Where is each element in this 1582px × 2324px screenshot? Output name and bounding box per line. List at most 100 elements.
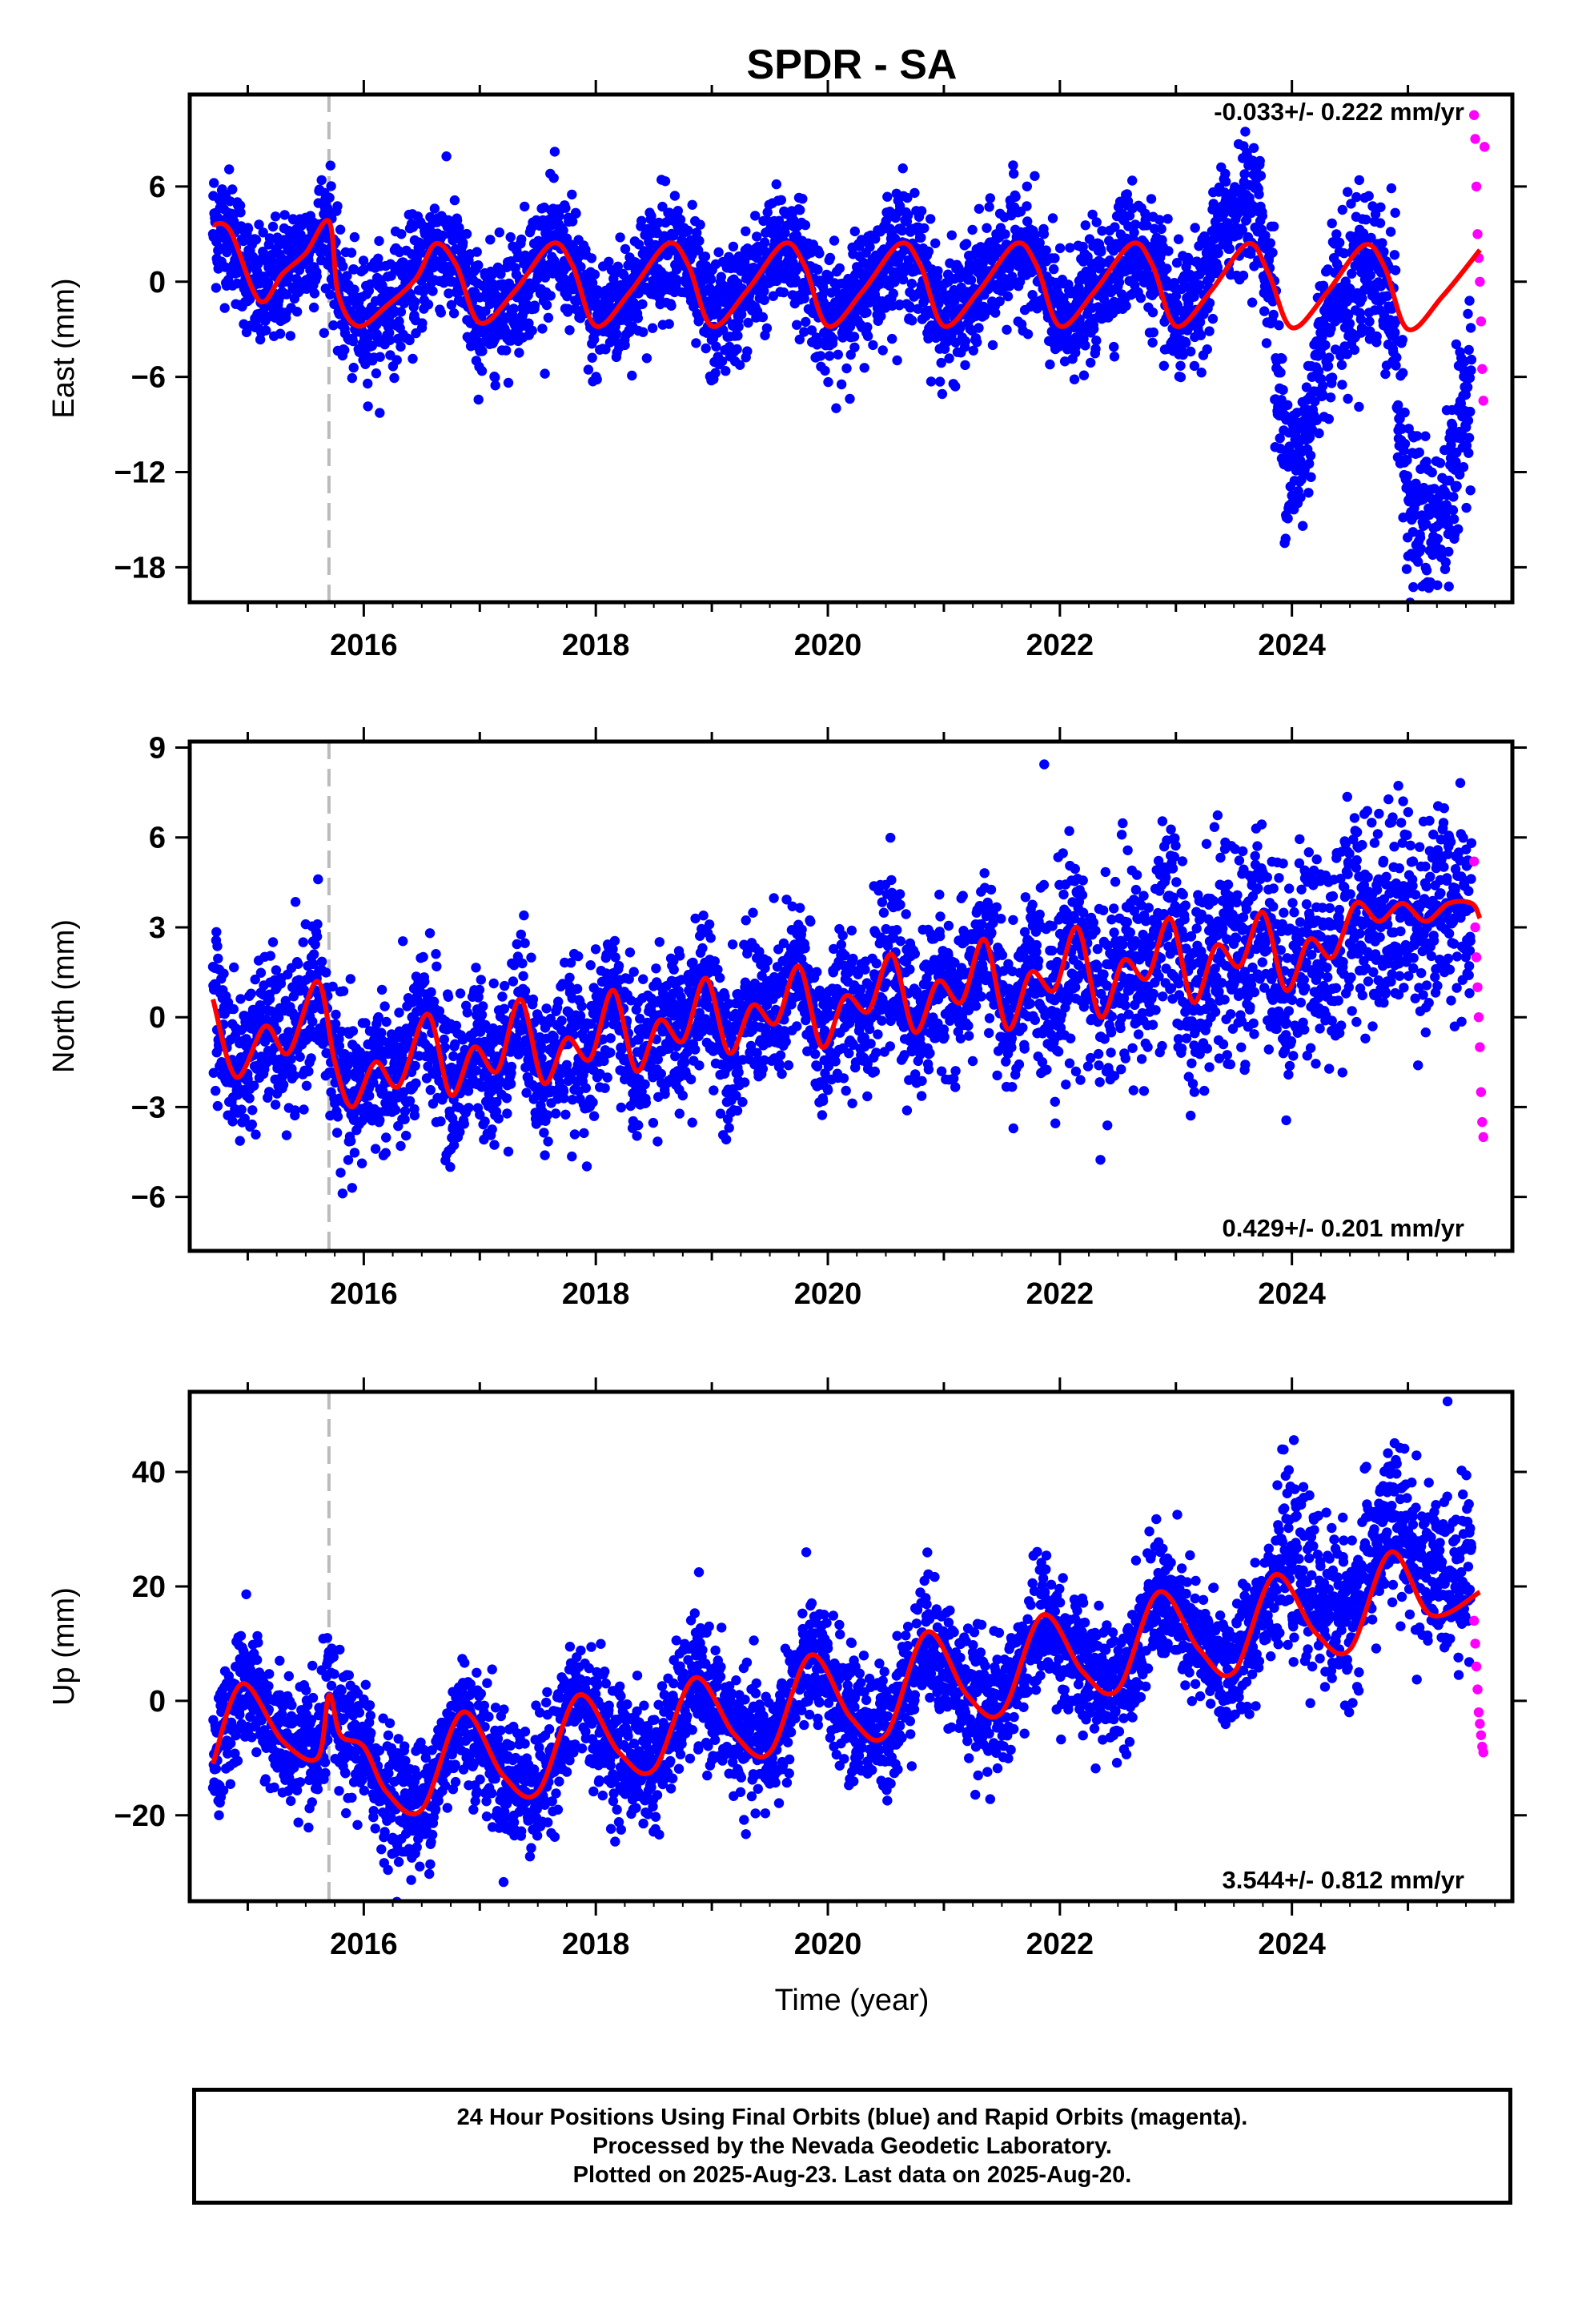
x-tick-label: 2024 <box>1258 629 1326 662</box>
final-orbit-point <box>1357 293 1367 304</box>
final-orbit-point <box>303 1066 314 1077</box>
final-orbit-point <box>1361 215 1371 225</box>
final-orbit-point <box>1170 291 1182 301</box>
y-tick-label: −18 <box>114 551 166 585</box>
final-orbit-point <box>1204 298 1215 308</box>
final-orbit-point <box>503 377 514 388</box>
final-orbit-point <box>712 303 722 313</box>
final-orbit-point <box>933 266 943 276</box>
final-orbit-point <box>243 223 254 234</box>
final-orbit-point <box>824 351 835 361</box>
final-orbit-point <box>694 235 705 246</box>
final-orbit-point <box>1343 310 1354 320</box>
final-orbit-point <box>1327 372 1338 383</box>
final-orbit-point <box>441 151 452 162</box>
final-orbit-point <box>923 246 934 257</box>
final-orbit-point <box>437 230 448 241</box>
final-orbit-point <box>436 308 446 318</box>
final-orbit-point <box>408 222 419 232</box>
final-orbit-point <box>349 231 360 243</box>
final-orbit-point <box>564 325 575 336</box>
final-orbit-point <box>669 191 681 201</box>
final-orbit-point <box>815 351 826 361</box>
final-orbit-point <box>1402 471 1413 481</box>
final-orbit-point <box>251 235 262 245</box>
final-orbit-point <box>417 318 428 328</box>
final-orbit-point <box>814 248 825 259</box>
final-orbit-point <box>1344 318 1355 329</box>
final-orbit-point <box>1464 372 1476 384</box>
final-orbit-point <box>396 307 407 317</box>
x-tick-label: 2020 <box>794 629 862 662</box>
final-orbit-point <box>384 328 395 338</box>
final-orbit-point <box>1375 202 1386 212</box>
final-orbit-point <box>919 223 930 234</box>
final-orbit-point <box>994 296 1005 307</box>
final-orbit-point <box>1014 276 1026 287</box>
final-orbit-point <box>1278 384 1288 396</box>
rapid-orbit-point <box>1468 110 1480 120</box>
final-orbit-point <box>1408 581 1419 593</box>
final-orbit-point <box>1154 215 1165 225</box>
final-orbit-point <box>633 239 644 250</box>
final-orbit-point <box>936 357 946 368</box>
final-orbit-point <box>332 201 343 211</box>
final-orbit-point <box>1195 317 1206 328</box>
final-orbit-point <box>1466 365 1476 376</box>
final-orbit-point <box>1114 277 1125 287</box>
final-orbit-point <box>750 211 761 221</box>
final-orbit-point <box>293 959 303 970</box>
final-orbit-point <box>1163 246 1174 256</box>
final-orbit-point <box>1429 484 1439 494</box>
final-orbit-point <box>1022 329 1034 340</box>
final-orbit-point <box>902 192 913 203</box>
final-orbit-point <box>834 263 845 274</box>
final-orbit-point <box>1171 258 1182 268</box>
final-orbit-point <box>298 937 308 947</box>
final-orbit-point <box>335 1168 346 1178</box>
final-orbit-point <box>563 304 573 314</box>
final-orbit-point <box>1091 217 1102 227</box>
final-orbit-point <box>576 262 586 272</box>
final-orbit-point <box>381 1016 391 1027</box>
final-orbit-point <box>1391 360 1401 371</box>
final-orbit-point <box>235 1136 245 1146</box>
final-orbit-point <box>567 216 578 227</box>
final-orbit-point <box>346 1136 356 1147</box>
final-orbit-point <box>396 341 406 352</box>
final-orbit-point <box>757 312 768 323</box>
final-orbit-point <box>1345 283 1355 294</box>
final-orbit-point <box>209 178 219 188</box>
final-orbit-point <box>374 235 384 247</box>
final-orbit-point <box>508 304 519 314</box>
final-orbit-point <box>520 201 530 212</box>
final-orbit-point <box>1030 171 1040 181</box>
final-orbit-point <box>345 974 355 984</box>
final-orbit-point <box>759 286 769 296</box>
final-orbit-point <box>1267 247 1278 258</box>
final-orbit-point <box>425 1084 436 1096</box>
final-orbit-point <box>982 223 992 233</box>
final-orbit-point <box>335 224 346 235</box>
final-orbit-point <box>1365 270 1375 280</box>
final-orbit-point <box>1367 201 1378 211</box>
final-orbit-point <box>813 264 823 275</box>
final-orbit-point <box>515 322 525 332</box>
final-orbit-point <box>1420 431 1431 441</box>
final-orbit-point <box>490 372 500 383</box>
final-orbit-point <box>410 1060 420 1072</box>
final-orbit-point <box>267 937 279 947</box>
final-orbit-point <box>264 994 275 1004</box>
final-orbit-point <box>589 269 600 279</box>
final-orbit-point <box>1022 181 1033 191</box>
final-orbit-point <box>735 360 745 370</box>
final-orbit-point <box>934 376 946 387</box>
final-orbit-point <box>1443 546 1454 557</box>
final-orbit-point <box>882 191 893 202</box>
final-orbit-point <box>365 279 375 289</box>
final-orbit-point <box>501 345 512 356</box>
final-orbit-point <box>632 313 643 324</box>
final-orbit-point <box>778 287 789 298</box>
final-orbit-point <box>549 147 560 157</box>
final-orbit-point <box>1148 327 1159 338</box>
